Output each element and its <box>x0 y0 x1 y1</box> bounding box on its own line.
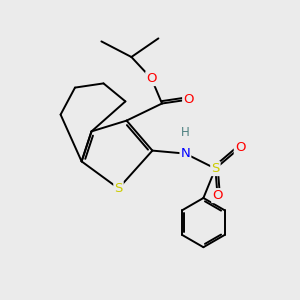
Text: O: O <box>235 141 245 154</box>
Text: O: O <box>212 189 223 202</box>
Text: O: O <box>146 72 157 85</box>
Text: S: S <box>211 162 220 175</box>
Text: N: N <box>181 147 190 160</box>
Text: O: O <box>183 93 194 106</box>
Text: S: S <box>114 182 123 195</box>
Text: H: H <box>181 126 190 139</box>
